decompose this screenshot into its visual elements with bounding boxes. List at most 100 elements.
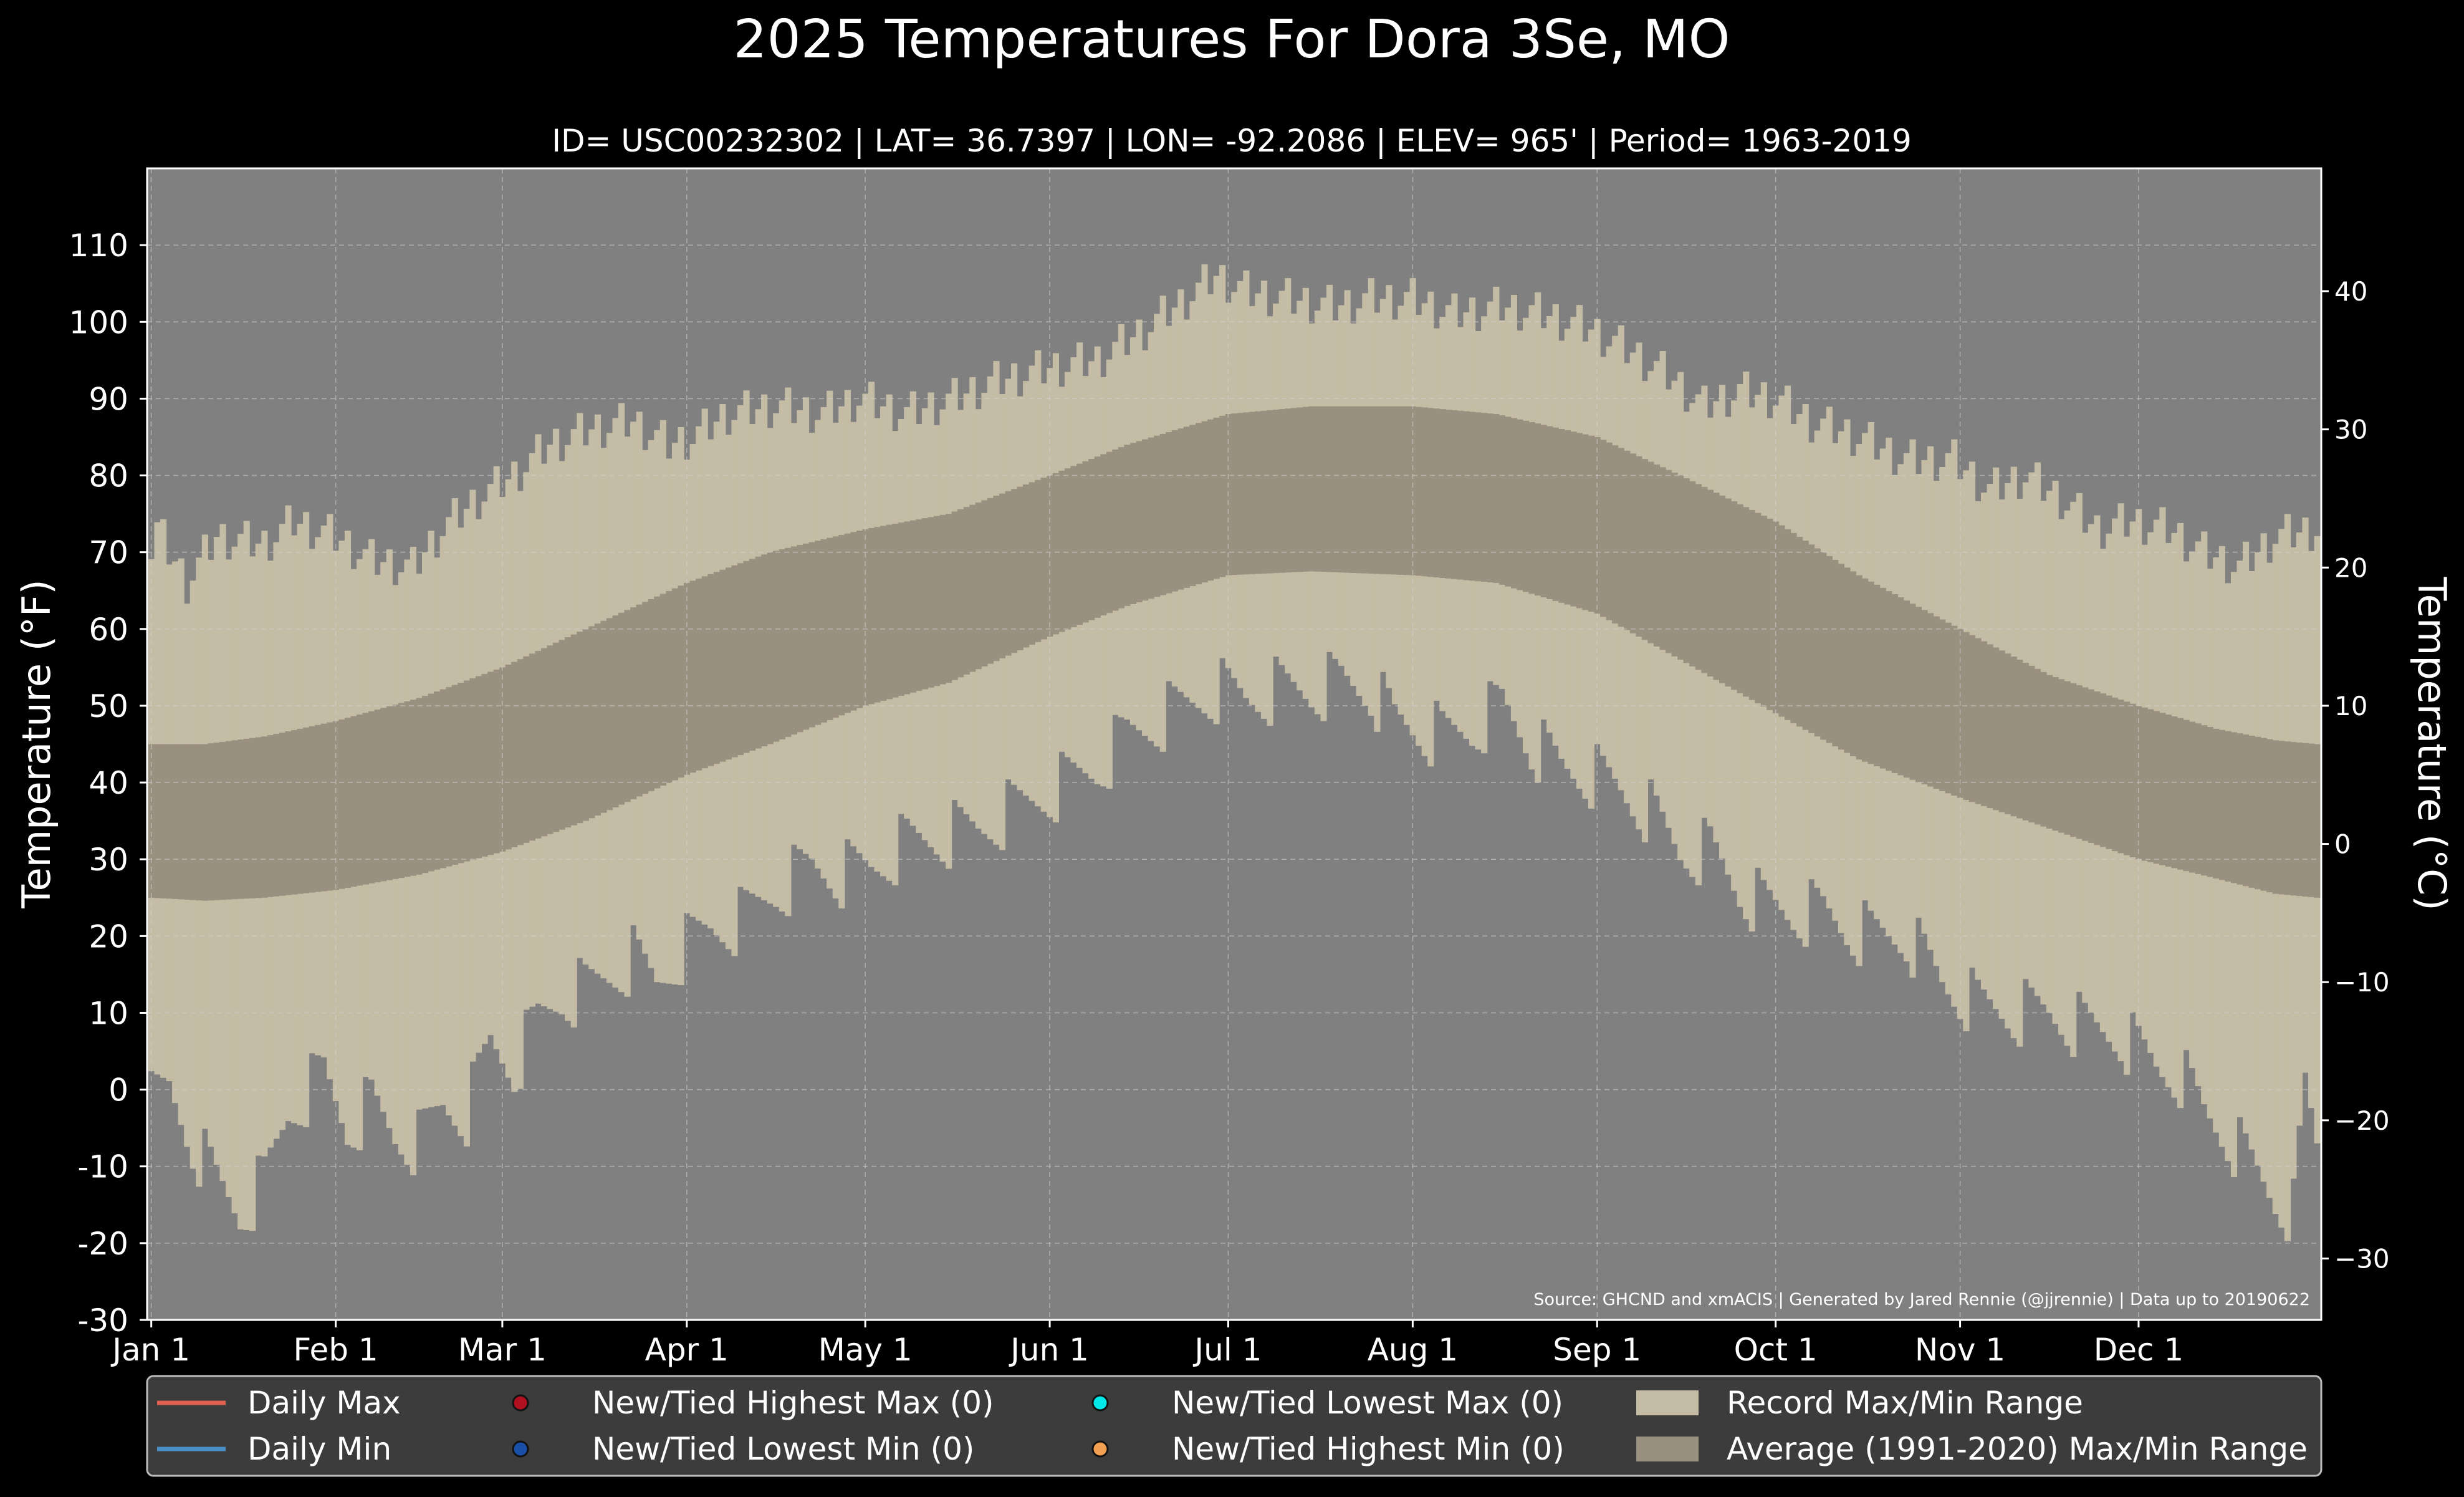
normal-range-bar [535, 650, 542, 839]
normal-range-bar [1273, 409, 1280, 574]
normal-range-bar [844, 533, 851, 713]
normal-range-bar [1998, 650, 2005, 812]
y2-tick-label: 30 [2334, 415, 2367, 445]
normal-range-bar [166, 744, 173, 899]
normal-range-bar [1362, 406, 1369, 574]
normal-range-bar [981, 500, 988, 667]
normal-range-bar [1243, 412, 1250, 575]
normal-range-bar [969, 504, 976, 672]
normal-range-bar [1629, 453, 1636, 633]
normal-range-bar [2082, 687, 2089, 841]
normal-range-bar [1237, 413, 1244, 575]
normal-range-bar [422, 696, 429, 874]
normal-range-bar [237, 739, 244, 899]
normal-range-bar [1968, 635, 1976, 802]
normal-range-bar [2171, 716, 2178, 869]
normal-range-bar [1260, 410, 1268, 574]
normal-range-bar [1933, 616, 1940, 789]
normal-range-bar [404, 701, 411, 877]
normal-range-bar [1195, 423, 1202, 585]
normal-range-bar [1641, 459, 1649, 640]
y-axis-left: -30 -20 -10 0 10 20 30 40 50 60 70 80 90 100 110 [69, 228, 147, 1339]
normal-range-bar [1386, 406, 1393, 575]
normal-range-bar [1267, 410, 1273, 574]
normal-range-bar [659, 594, 666, 786]
normal-range-bar [909, 520, 916, 693]
normal-range-bar [2106, 695, 2112, 849]
normal-range-bar [1618, 448, 1624, 627]
normal-range-bar [2165, 715, 2172, 867]
x-axis: Jan 1 Feb 1 Mar 1 Apr 1 May 1 Jun 1 Jul 1 Aug 1… [110, 1320, 2184, 1368]
normal-range-bar [1767, 518, 1773, 710]
normal-range-bar [2236, 733, 2243, 885]
normal-range-bar [505, 664, 512, 850]
normal-range-bar [1671, 473, 1678, 657]
normal-range-bar [1469, 412, 1476, 581]
normal-range-bar [2255, 736, 2261, 890]
normal-range-bar [1463, 411, 1470, 580]
y2-tick-label: 10 [2334, 691, 2367, 721]
normal-range-bar [1278, 409, 1285, 573]
normal-range-bar [2052, 676, 2059, 831]
normal-range-bar [1760, 516, 1767, 707]
normal-range-bar [1368, 406, 1374, 574]
y-tick-label: 90 [89, 381, 128, 417]
normal-range-bar [213, 743, 221, 900]
normal-range-bar [648, 599, 654, 791]
normal-range-bar [1427, 408, 1434, 577]
normal-range-bar [1558, 428, 1565, 603]
x-tick-label: Sep 1 [1553, 1332, 1641, 1368]
normal-range-bar [1576, 433, 1583, 609]
normal-range-bar [386, 706, 393, 880]
normal-range-bar [618, 612, 625, 805]
normal-range-bar [1517, 419, 1523, 590]
normal-range-bar [2230, 732, 2238, 883]
normal-range-bar [1421, 407, 1428, 577]
normal-range-bar [2124, 701, 2131, 855]
normal-range-bar [630, 607, 637, 799]
plot-frame [146, 167, 2323, 1321]
normal-range-bar [1510, 418, 1518, 589]
normal-range-bar [933, 516, 941, 686]
normal-range-bar [154, 744, 161, 898]
normal-range-bar [1290, 408, 1297, 572]
normal-range-bar [1344, 406, 1351, 573]
normal-range-bar [303, 727, 310, 893]
normal-range-bar [1189, 425, 1196, 586]
normal-range-bar [565, 637, 572, 828]
normal-range-bar [1748, 509, 1755, 700]
normal-range-bar [1070, 466, 1077, 627]
normal-range-bar [2028, 665, 2035, 823]
y-axis-right: −30 −20 −10 0 10 20 30 40 [2321, 276, 2390, 1274]
normal-range-bar [761, 554, 768, 747]
y-tick-label: 50 [89, 688, 128, 724]
normal-range-bar [1481, 413, 1488, 582]
normal-range-bar [172, 744, 179, 899]
normal-range-bar [350, 716, 357, 887]
normal-range-bar [1106, 451, 1113, 614]
normal-range-bar [416, 698, 423, 875]
normal-range-bar [1666, 469, 1672, 653]
normal-range-bar [499, 667, 506, 852]
normal-range-bar [291, 729, 298, 895]
normal-range-bar [1582, 434, 1589, 610]
normal-range-bar [2243, 734, 2250, 887]
normal-range-bar [588, 626, 595, 819]
normal-range-bar [1683, 478, 1690, 663]
legend-frame [146, 1375, 2323, 1477]
normal-range-bar [1838, 564, 1845, 750]
normal-range-bar [892, 523, 899, 698]
legend-items: Daily Max New/Tied Highest Max (0) New/Tie… [157, 1385, 2308, 1467]
normal-range-bar [1606, 442, 1613, 620]
normal-range-bar [1445, 409, 1452, 579]
normal-range-bar [719, 569, 726, 762]
x-tick-label: Nov 1 [1915, 1332, 2005, 1368]
x-tick-label: Jan 1 [110, 1332, 190, 1368]
normal-range-bar [2195, 723, 2202, 874]
normal-range-bar [731, 565, 738, 758]
normal-range-bar [523, 656, 530, 843]
legend-label: Daily Min [247, 1431, 391, 1467]
normal-range-bar [743, 561, 750, 753]
x-tick-label: Dec 1 [2094, 1332, 2184, 1368]
normal-range-band [148, 406, 2321, 901]
